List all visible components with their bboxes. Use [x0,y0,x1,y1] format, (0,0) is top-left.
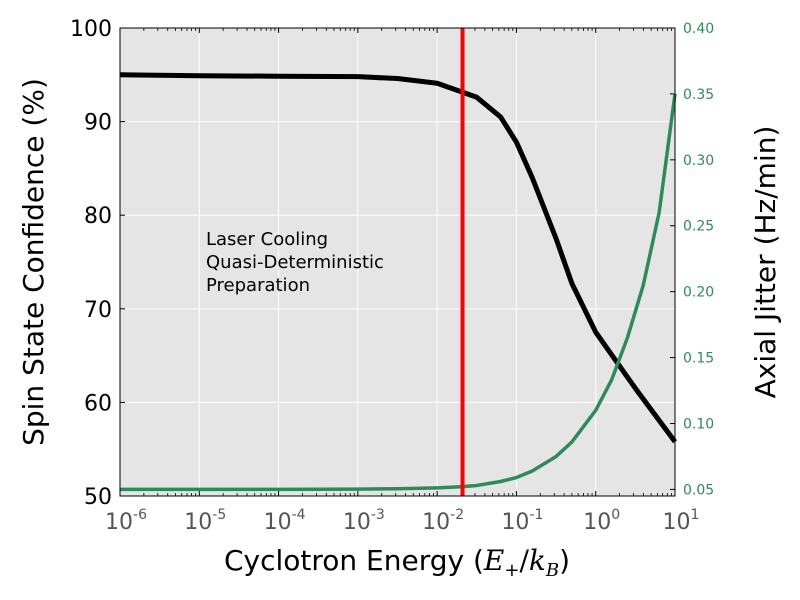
y-tick-label-right: 0.20 [683,285,714,301]
y-tick-label-left: 60 [84,391,112,416]
x-axis-label-slash: / [519,544,529,577]
x-tick-label: 100 [583,507,620,535]
x-tick-label-exponent: -2 [450,507,464,523]
y-tick-label-left: 70 [84,298,112,323]
x-axis-label-suffix: ) [559,544,570,577]
x-tick-label-base: 10 [501,510,529,535]
x-tick-label: 10-4 [264,507,306,535]
x-tick-label-base: 10 [583,510,611,535]
x-axis-label-prefix: Cyclotron Energy ( [224,544,484,577]
plot-background [120,28,675,496]
x-axis-label-k-sub: B [545,560,559,581]
y-tick-label-right: 0.25 [683,219,714,235]
x-tick-label-exponent: 0 [611,507,620,523]
annotation-line-3: Preparation [206,275,310,296]
plot-frame [119,27,676,497]
annotation-line-1: Laser Cooling [206,229,328,250]
x-tick-label: 10-6 [105,507,147,535]
x-tick-label-exponent: -1 [529,507,543,523]
y-tick-label-right: 0.05 [683,482,714,498]
x-axis-label-k: k [529,544,546,577]
y-tick-label-right: 0.40 [683,21,714,37]
x-tick-label-base: 10 [105,510,133,535]
x-axis-label-e: E [483,544,504,577]
y-tick-labels-right: 0.05 0.10 0.15 0.20 0.25 0.30 0.35 0.40 [683,21,714,498]
y-tick-label-right: 0.10 [683,416,714,432]
y-tick-label-right: 0.35 [683,87,714,103]
x-axis-label: Cyclotron Energy (E+/kB) [224,544,570,581]
x-tick-label: 10-1 [501,507,543,535]
y-tick-label-right: 0.30 [683,153,714,169]
x-tick-label: 101 [663,507,700,535]
y-tick-label-right: 0.15 [683,351,714,367]
y-tick-label-left: 50 [84,485,112,510]
y-axis-label-right: Axial Jitter (Hz/min) [749,126,782,399]
x-tick-label-exponent: -3 [371,507,385,523]
x-tick-label-base: 10 [663,510,691,535]
y-tick-label-left: 100 [70,17,112,42]
x-tick-label-exponent: -6 [133,507,147,523]
x-tick-label-exponent: 1 [691,507,700,523]
x-tick-label-base: 10 [343,510,371,535]
series-spin-confidence-line [119,72,678,444]
y-tick-label-left: 90 [84,111,112,136]
series-axial-jitter-line [120,93,677,492]
x-tick-label-exponent: -4 [292,507,306,523]
y-tick-label-left: 80 [84,204,112,229]
x-tick-labels: 10-6 10-5 10-4 10-3 10-2 10-1 100 101 [105,507,699,535]
annotation: Laser Cooling Quasi-Deterministic Prepar… [206,229,384,296]
y-axis-label-left: Spin State Confidence (%) [17,78,50,446]
x-tick-label: 10-5 [184,507,226,535]
x-tick-label-base: 10 [184,510,212,535]
x-tick-label: 10-3 [343,507,385,535]
x-tick-label-base: 10 [422,510,450,535]
y-tick-labels-left: 50 60 70 80 90 100 [70,17,112,510]
x-tick-label-base: 10 [264,510,292,535]
x-tick-label-exponent: -5 [212,507,226,523]
annotation-line-2: Quasi-Deterministic [206,252,384,273]
x-tick-label: 10-2 [422,507,464,535]
x-axis-label-e-sub: + [504,560,519,581]
